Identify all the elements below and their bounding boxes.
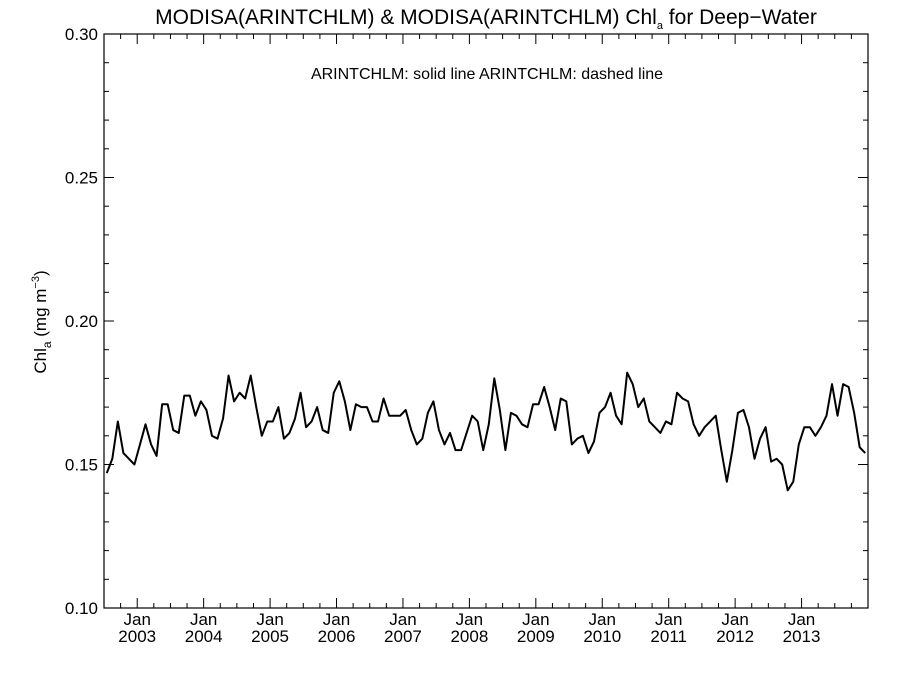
y-axis-label-suffix: ) [31, 270, 50, 276]
x-tick-year-label: 2011 [650, 627, 687, 646]
y-axis: 0.10 0.15 0.20 0.25 0.30 [65, 25, 868, 618]
y-axis-label: Chla (mg m−3) [30, 270, 54, 373]
x-tick-month-label: Jan [522, 610, 549, 629]
chart-title: MODISA(ARINTCHLM) & MODISA(ARINTCHLM) Ch… [155, 6, 817, 32]
x-tick-year-label: 2008 [450, 627, 488, 646]
chart-title-subscript: a [657, 20, 664, 32]
y-tick-label: 0.20 [65, 312, 98, 331]
y-axis-label-superscript: −3 [30, 276, 42, 289]
y-axis-label-subscript: a [40, 341, 54, 348]
y-axis-label-prefix: Chl [31, 348, 50, 374]
x-tick-month-label: Jan [256, 610, 283, 629]
chart-title-prefix: MODISA(ARINTCHLM) & MODISA(ARINTCHLM) Ch… [155, 6, 657, 29]
series-line-solid [105, 371, 866, 492]
y-tick-label: 0.25 [65, 169, 98, 188]
x-tick-year-label: 2009 [517, 627, 555, 646]
x-tick-year-label: 2007 [384, 627, 422, 646]
x-tick-month-label: Jan [389, 610, 416, 629]
y-tick-label: 0.15 [65, 456, 98, 475]
x-tick-year-label: 2005 [251, 627, 289, 646]
x-tick-month-label: Jan [190, 610, 217, 629]
x-tick-month-label: Jan [655, 610, 682, 629]
x-tick-month-label: Jan [788, 610, 815, 629]
y-axis-label-mid: (mg m [31, 289, 50, 342]
x-tick-month-label: Jan [721, 610, 748, 629]
x-axis: Jan2003Jan2004Jan2005Jan2006Jan2007Jan20… [103, 34, 869, 646]
series-group [105, 371, 866, 492]
x-tick-month-label: Jan [456, 610, 483, 629]
y-tick-label: 0.10 [65, 599, 98, 618]
x-tick-month-label: Jan [124, 610, 151, 629]
chart-legend-text: ARINTCHLM: solid line ARINTCHLM: dashed … [311, 66, 663, 83]
x-tick-year-label: 2012 [716, 627, 754, 646]
x-tick-month-label: Jan [589, 610, 616, 629]
x-tick-year-label: 2013 [783, 627, 821, 646]
x-tick-year-label: 2003 [118, 627, 156, 646]
x-tick-month-label: Jan [323, 610, 350, 629]
x-tick-year-label: 2010 [583, 627, 621, 646]
plot-frame [103, 33, 869, 609]
chart-title-suffix: for Deep−Water [663, 6, 817, 29]
x-tick-year-label: 2004 [185, 627, 223, 646]
y-tick-label: 0.30 [65, 25, 98, 44]
x-tick-year-label: 2006 [318, 627, 356, 646]
